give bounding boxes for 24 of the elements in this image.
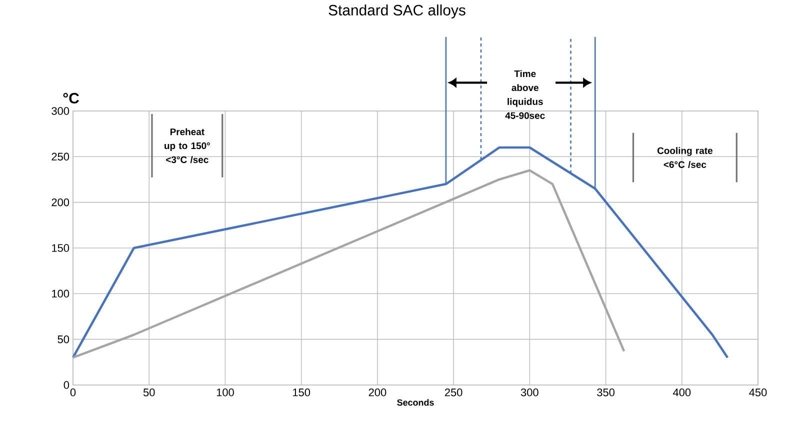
annotation: Cooling rate <6°C /sec <box>657 147 712 168</box>
annotation: Time above liquidus 45-90sec <box>505 70 545 119</box>
x-tick-label: 350 <box>597 388 614 396</box>
y-tick-label: 250 <box>52 152 70 161</box>
x-tick-label: 250 <box>444 388 462 396</box>
x-tick-label: 50 <box>143 388 155 396</box>
y-axis-title: °C <box>63 92 79 104</box>
chart-title: Standard SAC alloys <box>328 4 466 18</box>
annotation: Preheat up to 150° <3°C /sec <box>164 128 210 164</box>
y-tick-label: 0 <box>64 381 70 389</box>
x-tick-label: 150 <box>293 388 310 396</box>
y-tick-label: 200 <box>52 198 70 206</box>
x-tick-label: 300 <box>520 388 538 396</box>
x-tick-label: 400 <box>673 388 691 396</box>
y-tick-label: 100 <box>52 290 70 298</box>
y-tick-label: 50 <box>58 335 70 344</box>
y-tick-label: 150 <box>52 244 70 252</box>
line-series <box>72 169 626 359</box>
x-tick-label: 200 <box>368 388 386 396</box>
y-tick-label: 300 <box>52 107 70 115</box>
x-tick-label: 100 <box>216 388 234 396</box>
x-axis-title: Seconds <box>397 399 434 406</box>
x-tick-label: 0 <box>70 388 76 396</box>
x-tick-label: 450 <box>749 388 767 396</box>
